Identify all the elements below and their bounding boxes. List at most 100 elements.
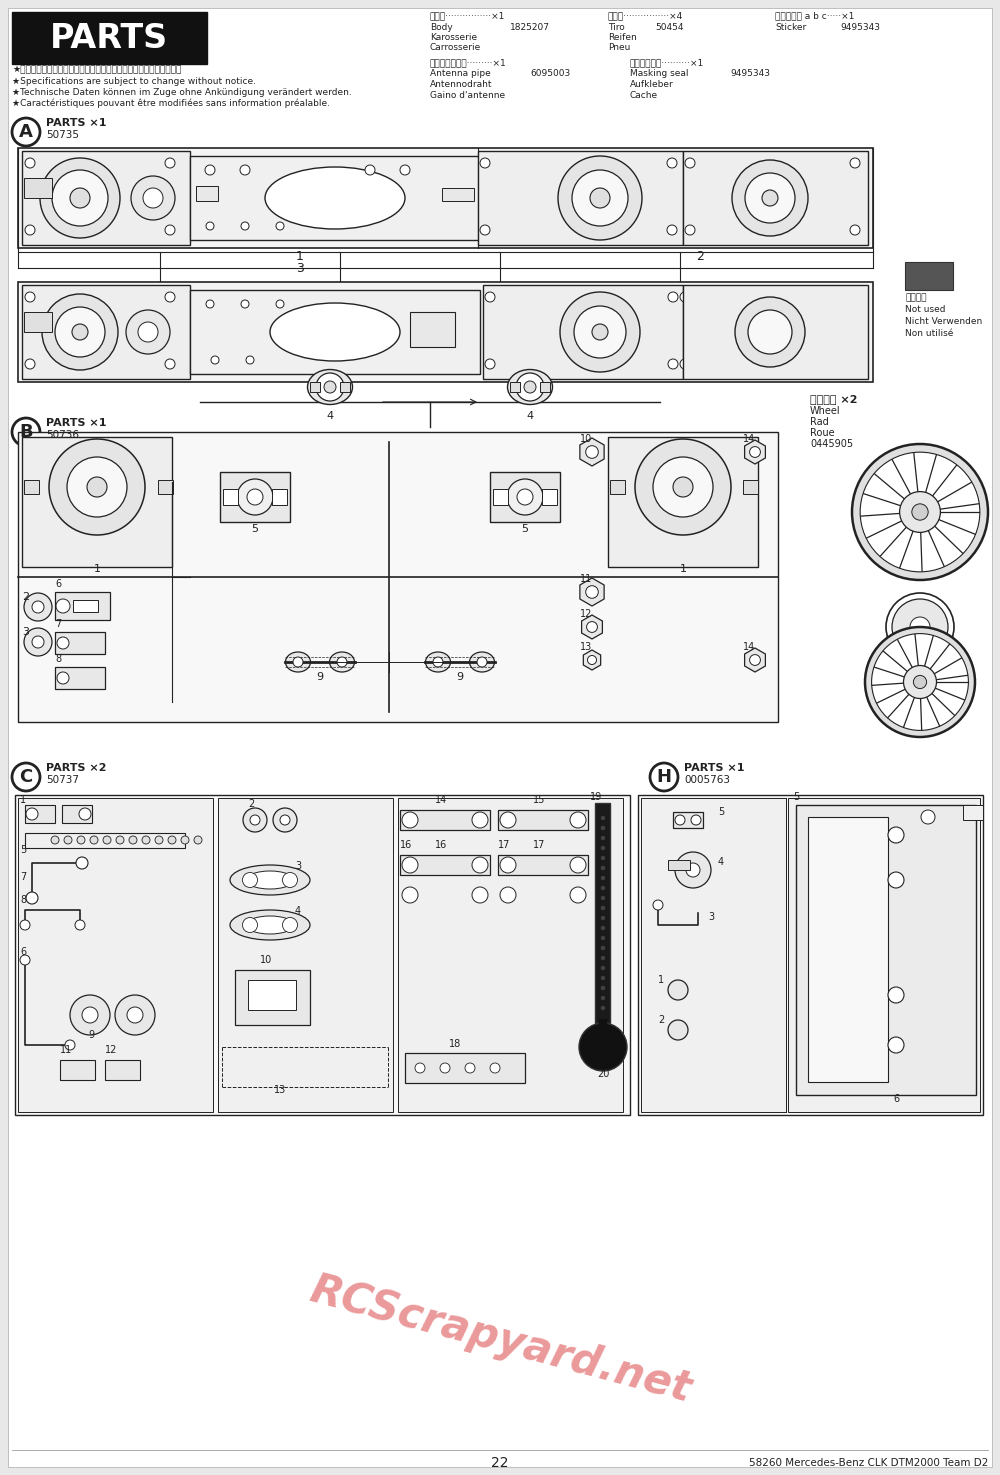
Circle shape — [400, 165, 410, 176]
Circle shape — [273, 808, 297, 832]
Circle shape — [365, 165, 375, 176]
Circle shape — [586, 586, 598, 599]
Circle shape — [601, 985, 605, 990]
Circle shape — [293, 656, 303, 667]
Circle shape — [601, 816, 605, 820]
Circle shape — [402, 886, 418, 903]
Circle shape — [480, 158, 490, 168]
Text: 9495343: 9495343 — [840, 24, 880, 32]
Circle shape — [680, 358, 690, 369]
Circle shape — [324, 381, 336, 392]
Bar — [490, 472, 560, 522]
Text: Tiro: Tiro — [608, 24, 625, 32]
Circle shape — [601, 836, 605, 839]
Circle shape — [691, 816, 701, 825]
Text: 16: 16 — [435, 839, 447, 850]
Circle shape — [51, 836, 59, 844]
Circle shape — [472, 857, 488, 873]
Bar — [18, 798, 213, 1112]
Text: Non utilisé: Non utilisé — [905, 329, 953, 338]
Circle shape — [283, 873, 298, 888]
Circle shape — [24, 593, 52, 621]
Circle shape — [524, 381, 536, 392]
Circle shape — [206, 299, 214, 308]
Circle shape — [76, 857, 88, 869]
Circle shape — [601, 945, 605, 950]
Circle shape — [892, 599, 948, 655]
Bar — [796, 805, 976, 1094]
Circle shape — [570, 857, 586, 873]
Circle shape — [762, 190, 778, 207]
Ellipse shape — [230, 864, 310, 895]
Circle shape — [579, 1024, 627, 1071]
Circle shape — [485, 292, 495, 302]
Circle shape — [587, 621, 597, 633]
Circle shape — [601, 976, 605, 979]
Text: 10: 10 — [260, 954, 272, 965]
Bar — [493, 490, 508, 504]
Text: Body: Body — [430, 24, 453, 32]
Bar — [24, 313, 52, 332]
Circle shape — [402, 813, 418, 827]
Circle shape — [77, 836, 85, 844]
Bar — [248, 979, 296, 1010]
Text: 7: 7 — [20, 872, 26, 882]
Text: 50454: 50454 — [655, 24, 684, 32]
Circle shape — [247, 490, 263, 504]
Circle shape — [560, 292, 640, 372]
Circle shape — [850, 158, 860, 168]
Circle shape — [904, 665, 936, 699]
Circle shape — [82, 1007, 98, 1024]
Text: Antennodraht: Antennodraht — [430, 80, 492, 88]
Circle shape — [206, 223, 214, 230]
Circle shape — [500, 886, 516, 903]
Text: 58260 Mercedes-Benz CLK DTM2000 Team D2: 58260 Mercedes-Benz CLK DTM2000 Team D2 — [749, 1457, 988, 1468]
Bar — [542, 490, 557, 504]
Circle shape — [12, 118, 40, 146]
Text: Carrosserie: Carrosserie — [430, 43, 481, 52]
Bar — [310, 382, 320, 392]
Circle shape — [673, 476, 693, 497]
Circle shape — [67, 457, 127, 518]
Text: 17: 17 — [533, 839, 545, 850]
Circle shape — [913, 676, 927, 689]
Circle shape — [49, 440, 145, 535]
Circle shape — [601, 866, 605, 870]
Text: 3: 3 — [295, 861, 301, 872]
Circle shape — [276, 223, 284, 230]
Circle shape — [440, 1063, 450, 1072]
Bar — [24, 479, 39, 494]
Bar — [15, 795, 630, 1115]
Circle shape — [653, 900, 663, 910]
Bar — [190, 156, 480, 240]
Circle shape — [490, 1063, 500, 1072]
Text: 22: 22 — [491, 1456, 509, 1471]
Text: Antenna pipe: Antenna pipe — [430, 69, 491, 78]
Text: 2: 2 — [658, 1015, 664, 1025]
Circle shape — [685, 226, 695, 235]
Bar — [22, 285, 190, 379]
Circle shape — [165, 358, 175, 369]
Circle shape — [65, 1040, 75, 1050]
Circle shape — [601, 906, 605, 910]
Circle shape — [516, 373, 544, 401]
Text: マスクシール··········×1: マスクシール··········×1 — [630, 58, 704, 66]
Circle shape — [601, 1006, 605, 1010]
Circle shape — [850, 226, 860, 235]
Text: 1: 1 — [20, 795, 26, 805]
Circle shape — [70, 187, 90, 208]
Circle shape — [64, 836, 72, 844]
Bar — [510, 382, 520, 392]
Bar — [610, 479, 625, 494]
Bar — [405, 1053, 525, 1083]
Circle shape — [850, 292, 860, 302]
Circle shape — [129, 836, 137, 844]
Circle shape — [57, 673, 69, 684]
Circle shape — [860, 453, 980, 572]
Circle shape — [601, 876, 605, 881]
Circle shape — [601, 886, 605, 889]
Text: Karosserie: Karosserie — [430, 32, 477, 41]
Text: 4: 4 — [526, 412, 534, 420]
Circle shape — [668, 979, 688, 1000]
Circle shape — [20, 954, 30, 965]
